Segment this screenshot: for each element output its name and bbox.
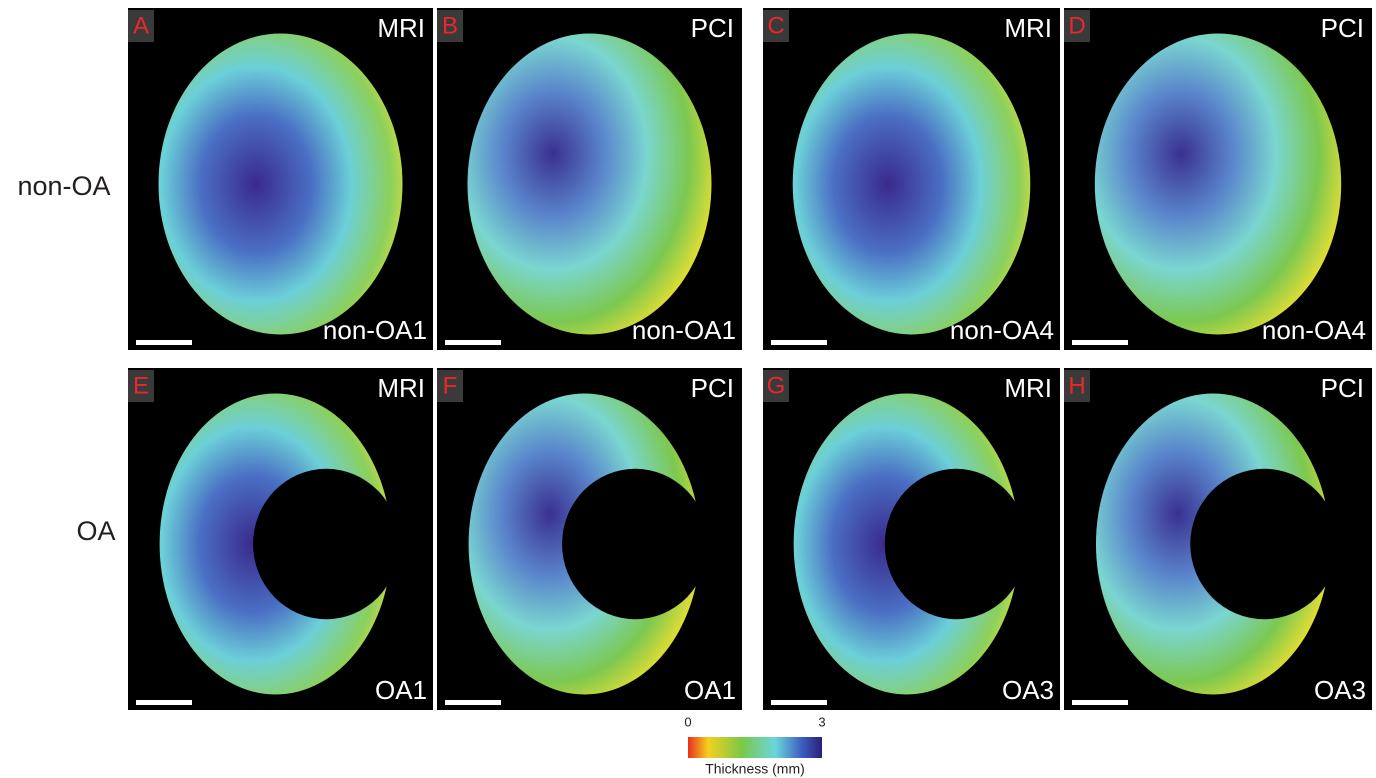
figure: non-OA OA 0 3 Thickness (mm) A MRI non-OA1… [0, 0, 1376, 778]
panel-letter: D [1068, 12, 1085, 39]
thickness-map [159, 34, 403, 335]
modality: MRI [1004, 13, 1052, 43]
panel-letter: F [443, 372, 458, 399]
colorbar [688, 737, 822, 758]
panel-letter: C [767, 12, 784, 39]
sample-id: OA3 [1002, 675, 1054, 705]
sample-id: OA1 [684, 675, 736, 705]
scale-bar [771, 700, 827, 705]
thickness-map [793, 34, 1031, 335]
colorbar-label: Thickness (mm) [705, 761, 805, 777]
scale-bar [445, 340, 501, 345]
modality: MRI [377, 13, 425, 43]
row-label: non-OA [17, 171, 110, 201]
panel-letter: E [133, 372, 149, 399]
scale-bar [771, 340, 827, 345]
lesion-hole [1190, 469, 1338, 619]
lesion-hole [253, 469, 399, 619]
sample-id: non-OA1 [632, 315, 736, 345]
sample-id: non-OA4 [1262, 315, 1366, 345]
modality: PCI [1321, 13, 1364, 43]
panel-letter: H [1068, 372, 1085, 399]
panel-letter: A [133, 12, 149, 39]
scale-bar [445, 700, 501, 705]
colorbar-min: 0 [684, 714, 691, 729]
sample-id: OA3 [1314, 675, 1366, 705]
scale-bar [1072, 340, 1128, 345]
panel-letter: B [442, 12, 458, 39]
panel-letter: G [767, 372, 786, 399]
modality: PCI [691, 373, 734, 403]
scale-bar [1072, 700, 1128, 705]
modality: MRI [377, 373, 425, 403]
colorbar-max: 3 [818, 714, 825, 729]
lesion-hole [885, 469, 1028, 619]
sample-id: non-OA1 [323, 315, 427, 345]
thickness-map [468, 34, 712, 335]
lesion-hole [562, 469, 708, 619]
sample-id: OA1 [375, 675, 427, 705]
modality: MRI [1004, 373, 1052, 403]
scale-bar [136, 340, 192, 345]
modality: PCI [1321, 373, 1364, 403]
modality: PCI [691, 13, 734, 43]
scale-bar [136, 700, 192, 705]
thickness-map [1095, 34, 1341, 335]
sample-id: non-OA4 [950, 315, 1054, 345]
row-label: OA [76, 516, 115, 546]
